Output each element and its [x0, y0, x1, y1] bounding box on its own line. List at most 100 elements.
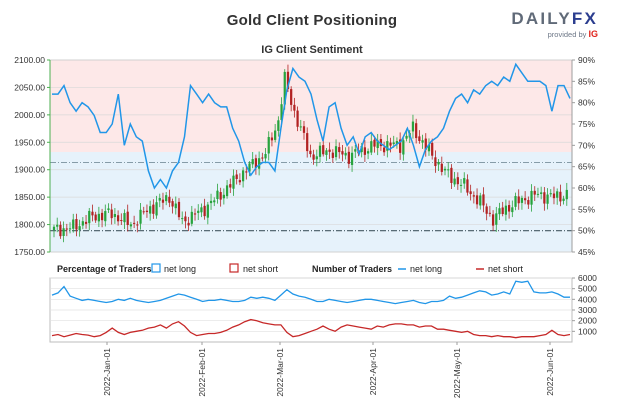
candle-body [418, 136, 421, 141]
candle-body [158, 198, 161, 201]
candle-body [350, 152, 354, 165]
candle-body [565, 189, 568, 200]
candle-body [145, 210, 149, 213]
candle-body [261, 157, 264, 159]
candle-body [344, 152, 347, 156]
candle-body [399, 139, 402, 153]
candle-body [152, 204, 155, 214]
candle-body [104, 211, 107, 222]
percent-tick-label: 65% [578, 162, 595, 172]
chart-title: Gold Client Positioning [226, 12, 398, 29]
chart-subtitle: IG Client Sentiment [261, 44, 363, 56]
dailyfx-logo: DAILYFX provided by IG [511, 9, 598, 40]
candle-body [72, 219, 75, 229]
date-tick-label: 2022-May-01 [452, 348, 462, 398]
price-tick-label: 2050.00 [14, 82, 45, 92]
candle-body [184, 216, 187, 222]
candle-body [450, 167, 453, 183]
percent-tick-label: 50% [578, 226, 595, 236]
candle-body [168, 196, 171, 203]
candle-body [235, 174, 238, 180]
candle-body [213, 200, 216, 203]
percent-tick-label: 45% [578, 247, 595, 257]
candle-body [373, 139, 376, 147]
candle-body [309, 150, 312, 155]
count-tick-label: 6000 [578, 273, 597, 283]
price-tick-label: 1800.00 [14, 220, 45, 230]
candle-body [514, 196, 517, 207]
candle-body [504, 205, 508, 215]
candle-body [193, 213, 197, 215]
percent-tick-label: 90% [578, 55, 595, 65]
candle-body [437, 162, 440, 165]
candle-body [459, 184, 463, 186]
candle-body [527, 200, 530, 205]
count-tick-label: 4000 [578, 294, 597, 304]
candle-body [219, 192, 222, 200]
candle-body [251, 159, 254, 165]
date-tick-label: 2022-Feb-01 [197, 348, 207, 397]
candle-body [174, 203, 177, 209]
candle-body [229, 184, 232, 188]
reference-lines [50, 161, 572, 232]
candle-body [556, 191, 559, 198]
candle-body [546, 194, 549, 204]
candle-body [354, 149, 357, 152]
candle-body [501, 207, 504, 215]
candle-body [177, 201, 181, 218]
candle-body [59, 224, 62, 237]
candle-body [200, 207, 203, 213]
candle-body [232, 175, 235, 189]
candle-body [209, 200, 213, 204]
percent-tick-label: 85% [578, 76, 595, 86]
candle-body [427, 144, 431, 152]
candle-body [225, 185, 229, 197]
price-tick-label: 1950.00 [14, 137, 45, 147]
candle-body [91, 211, 94, 216]
candle-body [161, 199, 165, 203]
candle-body [389, 142, 392, 146]
count-tick-label: 5000 [578, 284, 597, 294]
candle-body [84, 221, 88, 224]
candle-body [280, 104, 283, 121]
candle-body [197, 210, 200, 213]
candle-body [238, 180, 242, 183]
candle-body [123, 213, 126, 223]
candle-body [334, 146, 338, 158]
candle-body [277, 120, 280, 131]
percent-tick-label: 55% [578, 204, 595, 214]
candle-body [424, 138, 427, 150]
candle-body [498, 208, 501, 215]
candle-body [264, 154, 267, 159]
candle-body [312, 154, 315, 160]
candle-body [536, 193, 540, 195]
legend: Percentage of Traders net long net short… [57, 263, 524, 274]
net-long-pct-line [52, 62, 571, 190]
price-tick-label: 1750.00 [14, 247, 45, 257]
candle-body [341, 151, 344, 155]
candle-body [62, 228, 65, 236]
candle-body [190, 211, 193, 224]
candle-body [241, 170, 245, 182]
candle-body [113, 214, 117, 217]
candle-body [322, 145, 325, 155]
trader-count-series [51, 280, 571, 339]
candle-body [456, 177, 459, 185]
candle-body [155, 202, 158, 216]
candle-body [520, 197, 524, 203]
date-tick-label: 2022-Jan-01 [102, 348, 112, 396]
candle-body [245, 171, 248, 173]
candle-body [52, 226, 56, 231]
candle-body [540, 192, 543, 194]
logo-text-fx: FX [571, 9, 598, 28]
candle-body [488, 212, 491, 214]
candle-body [469, 191, 472, 195]
candle-body [475, 195, 479, 205]
candle-body [136, 224, 139, 226]
net-short-count-line [51, 318, 571, 339]
candle-body [315, 156, 318, 160]
candle-body [286, 71, 290, 89]
price-tick-label: 2100.00 [14, 55, 45, 65]
candle-body [116, 215, 120, 222]
